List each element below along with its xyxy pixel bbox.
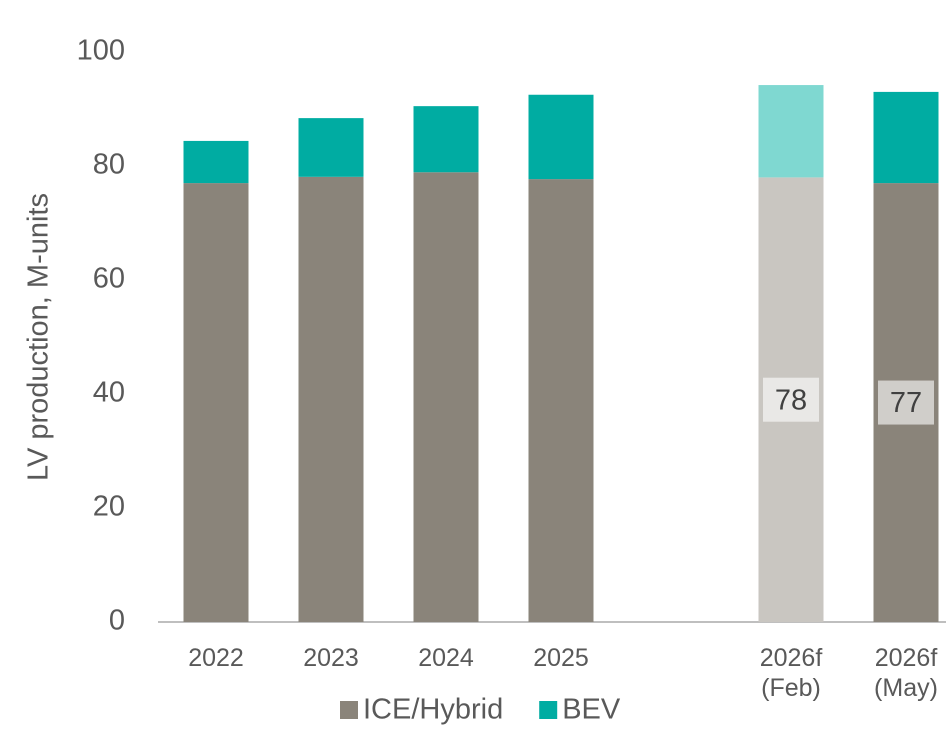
- bar-segment: [413, 106, 479, 173]
- data-label-box: [763, 377, 819, 422]
- y-tick-label: 40: [93, 377, 125, 409]
- x-tick-label: 2022: [188, 644, 244, 672]
- bar-segment: [183, 140, 249, 184]
- bar-segment: [413, 172, 479, 622]
- data-label: 77: [890, 387, 922, 419]
- bar-segment: [528, 179, 594, 623]
- data-label-box: [878, 380, 934, 425]
- legend-swatch: [539, 701, 558, 719]
- bar-segment: [528, 94, 594, 180]
- bar-segment: [183, 183, 249, 622]
- bar-segment: [873, 91, 939, 184]
- legend-swatch: [340, 701, 358, 719]
- x-tick-label: 2025: [533, 644, 589, 672]
- x-tick-label: 2026f (Feb): [759, 644, 823, 702]
- x-tick-label: 2026f (May): [874, 644, 938, 702]
- bar-segment: [758, 85, 824, 178]
- y-tick-label: 100: [77, 35, 125, 67]
- y-tick-label: 60: [93, 263, 125, 295]
- legend-label: ICE/Hybrid: [363, 694, 503, 726]
- bar-segment: [298, 176, 364, 622]
- y-axis-label: LV production, M-units: [23, 193, 55, 481]
- data-label: 78: [775, 384, 807, 416]
- x-tick-label: 2023: [303, 644, 359, 672]
- x-tick-label: 2024: [418, 644, 474, 672]
- bar-segment: [298, 118, 364, 177]
- legend-label: BEV: [562, 694, 621, 726]
- y-tick-label: 80: [93, 149, 125, 181]
- y-tick-label: 20: [93, 491, 125, 523]
- y-tick-label: 0: [109, 605, 125, 637]
